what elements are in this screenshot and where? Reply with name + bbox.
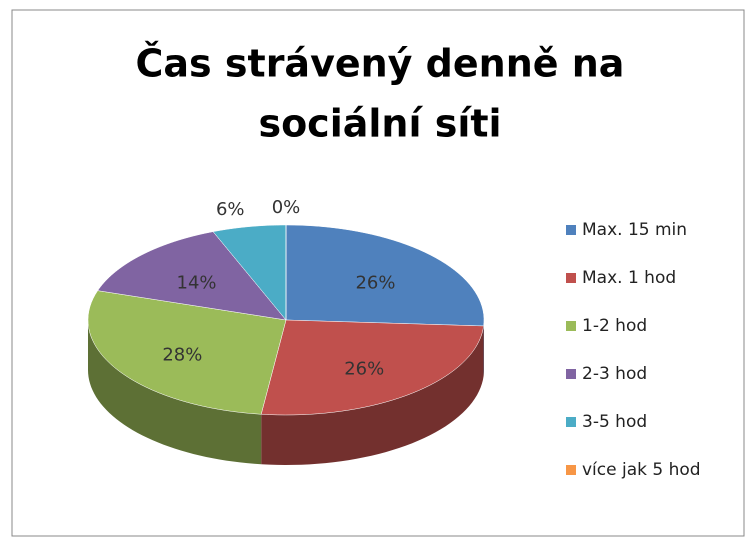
pie-slice — [260, 319, 484, 416]
pie-slice — [97, 231, 287, 321]
data-label: 14% — [177, 273, 217, 294]
legend-label: více jak 5 hod — [582, 460, 701, 480]
legend-swatch — [566, 225, 576, 235]
data-label: 6% — [216, 199, 245, 220]
legend-label: 1-2 hod — [582, 316, 647, 336]
pie-slice — [87, 290, 287, 415]
chart-title: sociální síti — [258, 102, 501, 146]
pie-slice-side — [88, 320, 262, 465]
data-label: 26% — [355, 273, 395, 294]
pie-slice-side — [261, 325, 484, 465]
pie-slice — [212, 224, 287, 321]
legend-label: 3-5 hod — [582, 412, 647, 432]
chart-title: Čas strávený denně na — [136, 42, 625, 86]
legend-swatch — [566, 273, 576, 283]
pie-slice — [285, 224, 485, 327]
legend-swatch — [566, 465, 576, 475]
legend-label: 2-3 hod — [582, 364, 647, 384]
legend-label: Max. 1 hod — [582, 268, 676, 288]
legend-label: Max. 15 min — [582, 220, 687, 240]
legend-swatch — [566, 417, 576, 427]
data-label: 26% — [344, 358, 384, 379]
data-label: 28% — [162, 345, 202, 366]
legend-swatch — [566, 321, 576, 331]
data-label: 0% — [272, 197, 301, 218]
legend-swatch — [566, 369, 576, 379]
